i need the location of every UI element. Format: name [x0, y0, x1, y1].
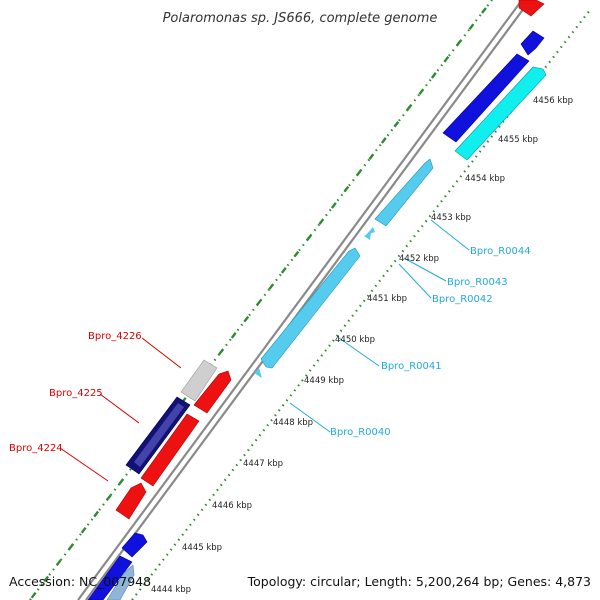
topology-info: Topology: circular; Length: 5,200,264 bp… — [247, 574, 591, 589]
gene-cds-red-lower — [115, 482, 147, 520]
tick-labels: 4444 kbp 4445 kbp 4446 kbp 4447 kbp 4448… — [151, 96, 573, 595]
gene-cds-blue-upper — [520, 30, 545, 56]
gene-cds-blue-large — [442, 53, 530, 143]
gene-label-bpro-4224[interactable]: Bpro_4224 — [9, 443, 63, 454]
major-tick — [55, 559, 62, 567]
tick-label: 4447 kbp — [243, 459, 283, 469]
gene-cds-red-top — [518, 0, 545, 17]
major-tick — [80, 526, 87, 534]
major-tick — [405, 104, 412, 112]
tick-label: 4452 kbp — [399, 254, 439, 264]
major-tick — [481, 7, 487, 14]
genome-title: Polaromonas sp. JS666, complete genome — [163, 11, 438, 26]
major-tick — [430, 72, 437, 79]
tick-label: 4449 kbp — [304, 376, 344, 386]
tick-label: 4456 kbp — [533, 96, 573, 106]
major-tick — [305, 234, 312, 242]
label-leaders-cyan — [289, 219, 470, 433]
gene-rna-bpro-r0044 — [374, 158, 434, 227]
gene-cds-blue-bottom-large — [87, 555, 133, 600]
major-tick — [268, 283, 275, 290]
gene-label-bpro-r0040[interactable]: Bpro_R0040 — [330, 427, 391, 438]
gene-rna-bpro-r0042 — [364, 232, 371, 240]
major-tick — [393, 120, 400, 128]
tick-label: 4448 kbp — [273, 418, 313, 428]
backbone-line-inner — [85, 0, 531, 600]
accession-label: Accession: NC_007948 — [9, 574, 151, 589]
gene-label-bpro-r0041[interactable]: Bpro_R0041 — [381, 361, 442, 372]
gene-label-bpro-r0044[interactable]: Bpro_R0044 — [470, 246, 531, 257]
major-tick — [118, 478, 125, 485]
tick-label: 4446 kbp — [212, 501, 252, 511]
major-tick — [355, 169, 362, 177]
major-tick — [418, 88, 425, 96]
gene-cds-red-right-upper — [193, 370, 232, 414]
major-tick — [68, 543, 75, 550]
backbone-line-outer — [77, 0, 523, 600]
gene-rna-bpro-r0040 — [254, 368, 262, 378]
major-tick — [255, 299, 262, 307]
major-tick — [243, 315, 250, 323]
gene-rna-bpro-r0043 — [366, 227, 375, 235]
gene-label-bpro-r0042[interactable]: Bpro_R0042 — [432, 294, 493, 305]
major-tick — [105, 494, 112, 502]
gene-label-bpro-4225[interactable]: Bpro_4225 — [49, 388, 103, 399]
gene-label-bpro-r0043[interactable]: Bpro_R0043 — [447, 277, 508, 288]
major-tick — [93, 510, 100, 518]
major-tick — [280, 267, 287, 274]
tick-label: 4444 kbp — [151, 585, 191, 595]
major-tick — [330, 202, 337, 209]
tick-label: 4453 kbp — [431, 213, 471, 223]
gene-cds-red-bpro-4224 — [140, 413, 200, 487]
major-tick — [455, 39, 462, 47]
tick-label: 4450 kbp — [335, 335, 375, 345]
major-tick — [293, 250, 300, 258]
major-tick — [468, 23, 475, 31]
major-tick — [443, 55, 450, 63]
major-tick — [343, 185, 350, 193]
gene-cds-lightblue-bottom — [106, 564, 135, 600]
tick-label: 4451 kbp — [367, 294, 407, 304]
major-tick — [30, 591, 37, 599]
gene-cds-gray-bpro-4226 — [180, 359, 218, 402]
major-tick — [368, 153, 375, 160]
gene-cds-cyan-large — [454, 66, 547, 161]
gene-label-bpro-4226[interactable]: Bpro_4226 — [88, 331, 142, 342]
major-tick — [43, 575, 50, 583]
gene-rna-bpro-r0041 — [260, 247, 361, 369]
tick-label: 4454 kbp — [465, 174, 505, 184]
major-tick — [230, 332, 237, 339]
major-tick — [318, 218, 325, 225]
label-leaders-red — [59, 337, 182, 482]
major-tick — [218, 348, 225, 355]
tick-label: 4445 kbp — [182, 543, 222, 553]
gene-cds-navy-bpro-4225 — [125, 396, 191, 475]
tick-label: 4455 kbp — [498, 135, 538, 145]
gene-cds-blue-bottom-small — [121, 532, 148, 558]
major-tick — [380, 137, 387, 144]
